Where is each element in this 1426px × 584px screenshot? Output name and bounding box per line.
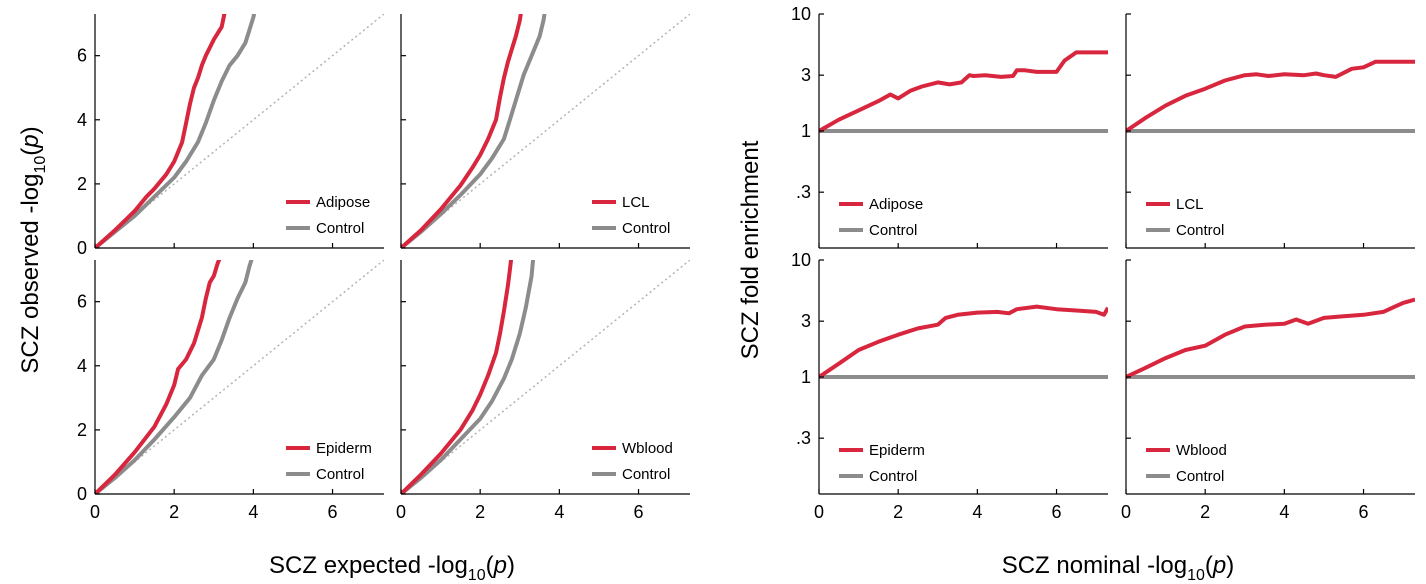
panel-fe-wblood: 0 2 4 6 Wblood Control	[1121, 259, 1415, 522]
legend-label-control: Control	[1176, 468, 1224, 485]
series-line-epiderm	[95, 260, 222, 494]
x-tick-label: 6	[634, 502, 644, 522]
x-tick-label: 2	[169, 502, 179, 522]
x-tick-label: 4	[972, 502, 982, 522]
legend-label-wblood: Wblood	[1176, 442, 1227, 459]
left-y-axis-label-main: SCZ observed -log	[17, 174, 44, 374]
y-tick-label: 0	[77, 238, 87, 258]
left-y-axis-label-close: )	[17, 126, 44, 134]
series-line-control	[401, 260, 536, 494]
left-x-axis-label: SCZ expected -log10(p)	[269, 552, 515, 584]
diagonal-reference-line	[401, 14, 690, 248]
left-y-axis-label-sub: 10	[32, 156, 49, 174]
left-x-axis-label-close: )	[507, 552, 515, 579]
left-y-axis-label: SCZ observed -log10(p)	[17, 126, 49, 373]
legend-label-epiderm: Epiderm	[869, 442, 925, 459]
panel-fe-lcl: LCL Control	[1125, 13, 1415, 249]
y-tick-label: 2	[77, 174, 87, 194]
x-tick-label: 2	[893, 502, 903, 522]
left-x-axis-label-sub: 10	[468, 567, 486, 584]
diagonal-reference-line	[401, 260, 690, 494]
legend-label-control: Control	[622, 220, 670, 237]
series-line-epiderm	[819, 304, 1108, 379]
series-line-control	[95, 14, 257, 248]
series-line-control	[401, 14, 547, 248]
y-tick-label: 3	[801, 65, 811, 85]
legend-label-adipose: Adipose	[316, 194, 370, 211]
y-tick-label: 3	[801, 311, 811, 331]
legend-label-control: Control	[622, 466, 670, 483]
y-tick-label: 6	[77, 292, 87, 312]
legend-label-control: Control	[1176, 222, 1224, 239]
y-tick-label: 0	[77, 484, 87, 504]
panel-qq-adipose: 0 2 4 6 Adipose Control	[77, 14, 384, 258]
series-line-wblood	[1126, 297, 1415, 379]
series-line-lcl	[1126, 59, 1415, 133]
series-line-adipose	[95, 14, 227, 248]
right-x-axis-label-close: )	[1226, 552, 1234, 579]
panel-qq-lcl: LCL Control	[400, 14, 690, 249]
panel-qq-wblood: 0 2 4 6 Wblood Control	[396, 260, 690, 522]
y-tick-label: 6	[77, 46, 87, 66]
y-tick-label: .3	[796, 182, 811, 202]
right-x-axis-label: SCZ nominal -log10(p)	[1002, 552, 1235, 584]
x-tick-label: 4	[554, 502, 564, 522]
series-line-lcl	[401, 14, 523, 248]
x-tick-label: 0	[814, 502, 824, 522]
x-tick-label: 4	[1279, 502, 1289, 522]
x-tick-label: 0	[1121, 502, 1131, 522]
x-tick-label: 6	[1359, 502, 1369, 522]
y-tick-label: 1	[801, 121, 811, 141]
left-y-axis-label-var: p	[17, 134, 44, 148]
panels-group: 0 2 4 6 Adipose Control LCL Control 0 2 4 6 0 2 4 6 Epid…	[77, 4, 1415, 522]
left-x-axis-label-open: (	[486, 552, 494, 579]
right-x-axis-label-var: p	[1212, 552, 1226, 579]
panel-fe-epiderm: 10 3 1 .3 0 2 4 6 Epiderm Control	[791, 250, 1108, 522]
legend-label-lcl: LCL	[1176, 196, 1204, 213]
x-tick-label: 0	[90, 502, 100, 522]
legend-label-epiderm: Epiderm	[316, 440, 372, 457]
y-tick-label: 2	[77, 420, 87, 440]
series-line-adipose	[819, 50, 1108, 133]
right-y-axis-label: SCZ fold enrichment	[737, 140, 764, 359]
legend-label-adipose: Adipose	[869, 196, 923, 213]
legend-label-wblood: Wblood	[622, 440, 673, 457]
y-tick-label: 4	[77, 356, 87, 376]
x-tick-label: 6	[328, 502, 338, 522]
y-tick-label: 10	[791, 4, 811, 24]
left-x-axis-label-var: p	[493, 552, 507, 579]
x-tick-label: 6	[1052, 502, 1062, 522]
x-tick-label: 2	[1200, 502, 1210, 522]
x-tick-label: 0	[396, 502, 406, 522]
right-x-axis-label-main: SCZ nominal -log	[1002, 552, 1187, 579]
series-line-control	[95, 260, 254, 494]
right-x-axis-label-open: (	[1205, 552, 1213, 579]
legend-label-control: Control	[316, 220, 364, 237]
left-x-axis-label-main: SCZ expected -log	[269, 552, 468, 579]
panel-fe-adipose: 10 3 1 .3 Adipose Control	[791, 4, 1108, 249]
y-tick-label: 1	[801, 367, 811, 387]
left-y-axis-label-open: (	[17, 148, 44, 156]
x-tick-label: 4	[248, 502, 258, 522]
y-tick-label: 4	[77, 110, 87, 130]
right-x-axis-label-sub: 10	[1187, 567, 1205, 584]
series-line-wblood	[401, 260, 514, 494]
y-tick-label: .3	[796, 428, 811, 448]
legend-label-lcl: LCL	[622, 194, 650, 211]
diagonal-reference-line	[95, 260, 384, 494]
legend-label-control: Control	[869, 468, 917, 485]
panel-qq-epiderm: 0 2 4 6 0 2 4 6 Epiderm Control	[77, 260, 384, 522]
legend-label-control: Control	[869, 222, 917, 239]
legend-label-control: Control	[316, 466, 364, 483]
y-tick-label: 10	[791, 250, 811, 270]
x-tick-label: 2	[475, 502, 485, 522]
